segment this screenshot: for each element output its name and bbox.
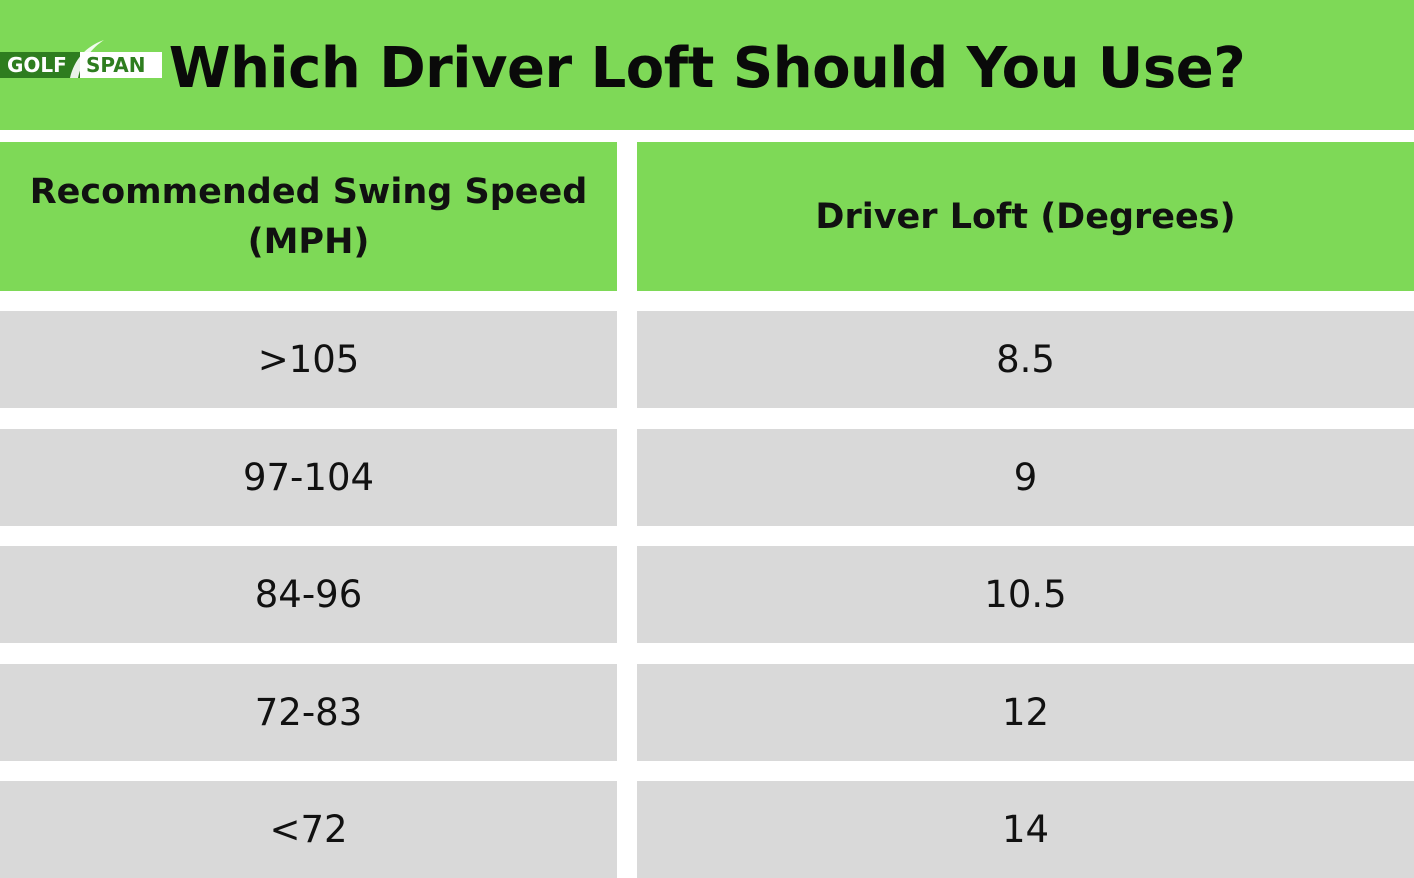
cell-driver-loft: 14 (637, 781, 1414, 878)
header-swing-speed: Recommended Swing Speed (MPH) (0, 142, 617, 291)
title-banner (0, 0, 1414, 130)
cell-driver-loft: 10.5 (637, 546, 1414, 643)
logo-text-span: SPAN (86, 53, 145, 77)
cell-swing-speed: 72-83 (0, 664, 617, 761)
cell-driver-loft: 8.5 (637, 311, 1414, 408)
header-driver-loft: Driver Loft (Degrees) (637, 142, 1414, 291)
cell-swing-speed: >105 (0, 311, 617, 408)
cell-driver-loft: 12 (637, 664, 1414, 761)
cell-swing-speed: <72 (0, 781, 617, 878)
header-swing-speed-line2: (MPH) (247, 221, 370, 262)
cell-swing-speed: 97-104 (0, 429, 617, 526)
golfspan-logo: GOLF SPAN (0, 38, 162, 90)
page-title: Which Driver Loft Should You Use? (168, 35, 1246, 101)
cell-driver-loft: 9 (637, 429, 1414, 526)
logo-text-golf: GOLF (7, 53, 67, 77)
header-swing-speed-line1: Recommended Swing Speed (29, 171, 588, 212)
cell-swing-speed: 84-96 (0, 546, 617, 643)
